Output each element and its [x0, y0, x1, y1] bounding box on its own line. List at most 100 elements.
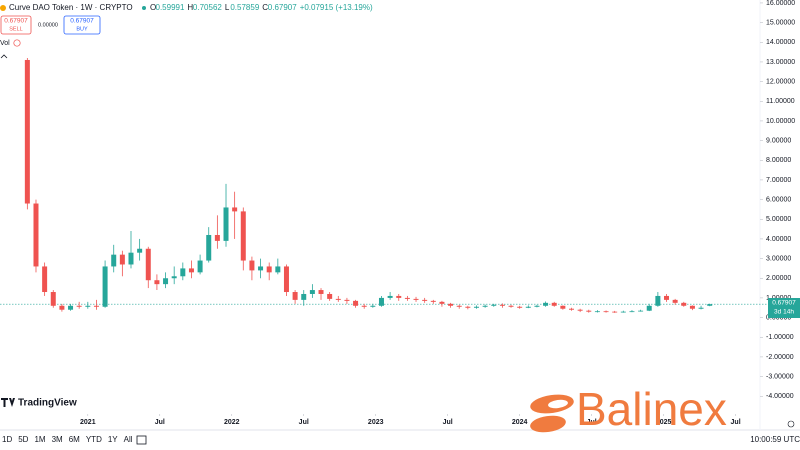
candle-body: [689, 305, 695, 309]
candle-body: [707, 304, 713, 306]
y-tick-label: 3.00000: [766, 255, 791, 262]
volume-label: Vol: [0, 40, 10, 47]
candle-body: [681, 302, 687, 306]
candle-body: [85, 305, 91, 307]
candle-body: [543, 302, 549, 306]
candle-body: [223, 207, 229, 241]
range-button[interactable]: 6M: [69, 435, 80, 444]
x-tick-label: Jul: [587, 419, 597, 426]
candle-body: [430, 300, 436, 302]
y-tick-label: 15.00000: [766, 19, 795, 26]
y-tick-label: -1.00000: [766, 334, 794, 341]
candle-body: [240, 211, 246, 261]
candle-body: [214, 234, 220, 241]
candle-body: [309, 290, 315, 294]
candle-body: [560, 305, 566, 309]
candle-body: [508, 305, 514, 307]
candle-body: [698, 307, 704, 309]
x-tick-label: Jul: [299, 419, 309, 426]
candle-body: [76, 305, 82, 307]
candle-body: [180, 268, 186, 277]
candle-body: [387, 295, 393, 298]
range-button[interactable]: 1M: [34, 435, 45, 444]
x-tick-label: Jul: [443, 419, 453, 426]
candle-body: [318, 290, 324, 294]
symbol-title: Curve DAO Token · 1W · CRYPTO: [9, 3, 133, 12]
brand-logo: [1, 398, 15, 407]
brand-name: TradingView: [18, 398, 77, 409]
buy-price: 0.67907: [70, 18, 94, 25]
sell-button[interactable]: [0, 15, 32, 35]
candle-body: [612, 311, 618, 313]
y-tick-label: 9.00000: [766, 137, 791, 144]
x-tick-label: Jul: [731, 419, 741, 426]
candle-body: [672, 299, 678, 303]
range-button[interactable]: YTD: [86, 435, 102, 444]
candle-body: [266, 266, 272, 273]
range-button[interactable]: 5D: [18, 435, 28, 444]
x-tick-label: 2023: [368, 419, 384, 426]
candle-body: [551, 302, 557, 306]
ohlc-key: O: [150, 3, 156, 12]
range-button[interactable]: 3M: [52, 435, 63, 444]
candle-body: [629, 311, 635, 313]
candle-body: [378, 297, 384, 306]
candle-body: [335, 298, 341, 300]
candle-body: [137, 248, 143, 253]
y-tick-label: 13.00000: [766, 59, 795, 66]
candle-body: [465, 306, 471, 308]
candle-body: [59, 305, 65, 310]
candle-body: [370, 305, 376, 307]
candle-body: [638, 310, 644, 312]
candle-body: [24, 59, 30, 204]
candle-body: [145, 248, 151, 281]
date-range-icon[interactable]: [136, 435, 147, 445]
y-tick-label: 7.00000: [766, 177, 791, 184]
candle-body: [188, 268, 194, 273]
sell-label: SELL: [9, 26, 22, 32]
ohlc-value: 0.70562: [193, 3, 222, 12]
candle-body: [301, 293, 307, 300]
candle-body: [586, 310, 592, 312]
candle-body: [439, 301, 445, 304]
candle-body: [171, 276, 177, 279]
settings-icon[interactable]: [787, 420, 795, 428]
x-tick-label: 2024: [512, 419, 528, 426]
clock: 10:00:59 UTC: [750, 435, 800, 444]
candle-body: [594, 311, 600, 313]
range-button[interactable]: 1D: [2, 435, 12, 444]
symbol-icon: [0, 5, 6, 11]
ohlc-value: 0.67907: [268, 3, 297, 12]
y-tick-label: 10.00000: [766, 118, 795, 125]
candle-body: [33, 203, 39, 267]
y-tick-label: 2.00000: [766, 275, 791, 282]
range-button[interactable]: 1Y: [108, 435, 118, 444]
ohlc-readout: O 0.59991 H 0.70562 L 0.57859 C 0.67907 +0.07915…: [150, 3, 373, 12]
spread: 0.00000: [38, 22, 58, 28]
y-tick-label: 5.00000: [766, 216, 791, 223]
candle-body: [154, 280, 160, 285]
candle-body: [68, 305, 74, 310]
buy-button[interactable]: [63, 15, 101, 35]
candle-body: [473, 306, 479, 308]
range-toolbar: 1D 5D 1M 3M 6M YTD 1Y All: [2, 435, 133, 444]
candle-body: [620, 311, 626, 313]
candle-body: [249, 260, 255, 271]
y-tick-label: 6.00000: [766, 196, 791, 203]
candle-body: [258, 266, 264, 271]
candle-body: [327, 293, 333, 299]
sell-price: 0.67907: [4, 18, 28, 25]
collapse-icon[interactable]: [0, 54, 8, 59]
y-tick-label: 11.00000: [766, 98, 795, 105]
candle-body: [655, 295, 661, 306]
candle-body: [353, 300, 359, 306]
candle-body: [404, 297, 410, 299]
price-tag-countdown: 3d 14h: [774, 309, 794, 316]
candle-body: [603, 311, 609, 313]
candle-body: [646, 305, 652, 311]
range-button[interactable]: All: [124, 435, 133, 444]
y-tick-label: -3.00000: [766, 373, 794, 380]
ohlc-key: L: [225, 3, 230, 12]
candle-body: [197, 260, 203, 273]
